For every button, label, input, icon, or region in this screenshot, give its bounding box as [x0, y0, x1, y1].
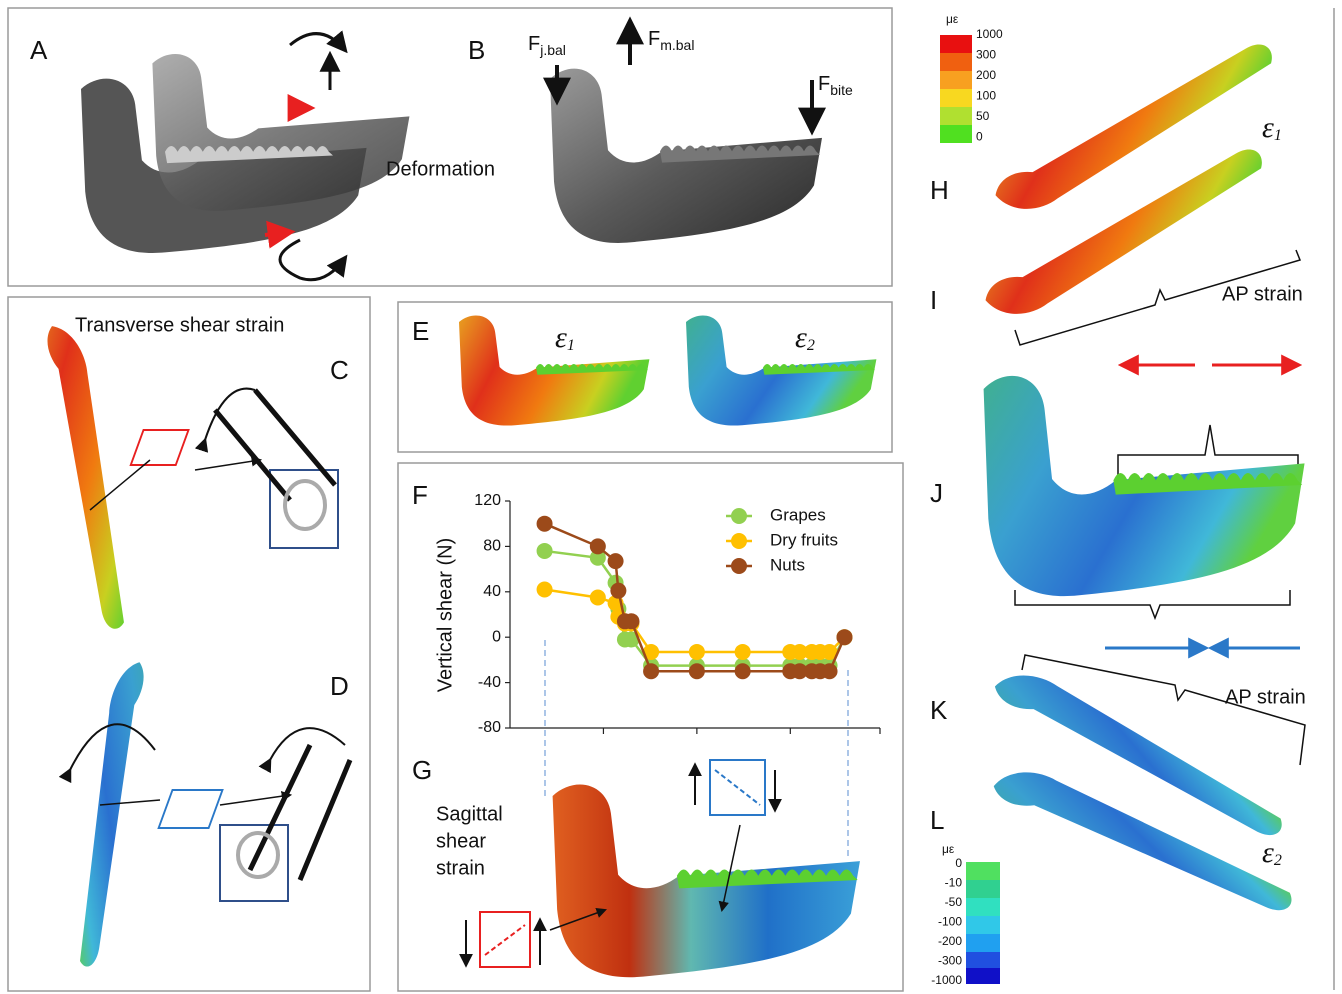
force-label: Fm.bal: [648, 28, 694, 52]
panel-label: F: [412, 480, 428, 510]
data-point: [689, 644, 705, 660]
epsilon-label: ε2: [795, 321, 815, 354]
mandible-j: [984, 376, 1305, 596]
mandible-a: [81, 54, 409, 253]
mandible-g: [553, 785, 860, 978]
data-point: [735, 644, 751, 660]
bone-h: [977, 40, 1293, 220]
panel-label: A: [30, 35, 48, 65]
data-point: [590, 538, 606, 554]
bone-l: [982, 763, 1307, 913]
legend-marker: [731, 558, 747, 574]
colorbar-unit: με: [946, 12, 959, 26]
figure: A B Fj.bal Fm.bal Fbite Deformation Tran…: [0, 0, 1342, 994]
deformation-label: Deformation: [386, 158, 495, 180]
colorbar-label: -100: [938, 915, 962, 929]
data-point: [590, 589, 606, 605]
colorbar-top: [940, 35, 972, 143]
panel-label: I: [930, 285, 937, 315]
epsilon-label: ε2: [1262, 836, 1282, 869]
colorbar-label: -200: [938, 934, 962, 948]
panel-label: D: [330, 671, 349, 701]
sagittal-title: Sagittal: [436, 803, 503, 825]
data-point: [836, 629, 852, 645]
data-point: [537, 516, 553, 532]
colorbar-label: -50: [945, 895, 963, 909]
ap-strain-label: AP strain: [1225, 686, 1306, 708]
mandible-e2: [686, 315, 876, 425]
colorbar-bottom: [966, 862, 1000, 984]
legend-label: Grapes: [770, 505, 826, 524]
panel-label: K: [930, 695, 948, 725]
data-point: [822, 663, 838, 679]
colorbar-label: -1000: [931, 973, 962, 987]
frame: [8, 297, 370, 991]
legend-marker: [731, 508, 747, 524]
panel-label: L: [930, 805, 944, 835]
y-axis-title: Vertical shear (N): [434, 538, 456, 693]
bone-d: [43, 658, 174, 969]
colorbar-label: 300: [976, 48, 996, 62]
panel-label: B: [468, 35, 485, 65]
data-point: [537, 543, 553, 559]
data-point: [623, 613, 639, 629]
colorbar-label: 200: [976, 68, 996, 82]
sagittal-title: strain: [436, 857, 485, 879]
series-line: [545, 590, 845, 652]
data-point: [608, 553, 624, 569]
panel-label: E: [412, 316, 429, 346]
data-point: [689, 663, 705, 679]
panel-label: J: [930, 478, 943, 508]
data-point: [537, 582, 553, 598]
chart: -80 -40 0 40 80 120 Grapes Dry fruits Nuts: [474, 492, 880, 736]
rotation-arrow: [280, 240, 345, 280]
bone-c: [13, 320, 167, 632]
colorbar-label: 0: [976, 130, 983, 144]
colorbar-label: 50: [976, 109, 990, 123]
panel-label: H: [930, 175, 949, 205]
y-tick-label: 80: [483, 538, 501, 555]
legend-label: Dry fruits: [770, 530, 838, 549]
legend-marker: [731, 533, 747, 549]
epsilon-label: ε1: [1262, 111, 1282, 144]
panel-label: C: [330, 355, 349, 385]
colorbar-label: -10: [945, 876, 963, 890]
rotation-arrow: [290, 34, 345, 50]
data-point: [735, 663, 751, 679]
data-point: [610, 583, 626, 599]
panel-title: Transverse shear strain: [75, 314, 284, 336]
colorbar-label: 100: [976, 89, 996, 103]
colorbar-unit: με: [942, 842, 955, 856]
force-label: Fbite: [818, 73, 853, 97]
panel-label: G: [412, 755, 432, 785]
mandible-b: [550, 69, 822, 243]
y-tick-label: -80: [478, 719, 501, 736]
sagittal-title: shear: [436, 830, 486, 852]
colorbar-label: 1000: [976, 27, 1003, 41]
epsilon-label: ε1: [555, 321, 575, 354]
force-label: Fj.bal: [528, 33, 566, 57]
data-point: [643, 663, 659, 679]
y-tick-label: 120: [474, 492, 501, 509]
legend-label: Nuts: [770, 555, 805, 574]
colorbar-label: -300: [938, 954, 962, 968]
y-tick-label: 0: [492, 628, 501, 645]
ap-strain-label: AP strain: [1222, 283, 1303, 305]
colorbar-label: 0: [955, 856, 962, 870]
y-tick-label: 40: [483, 583, 501, 600]
y-tick-label: -40: [478, 674, 501, 691]
